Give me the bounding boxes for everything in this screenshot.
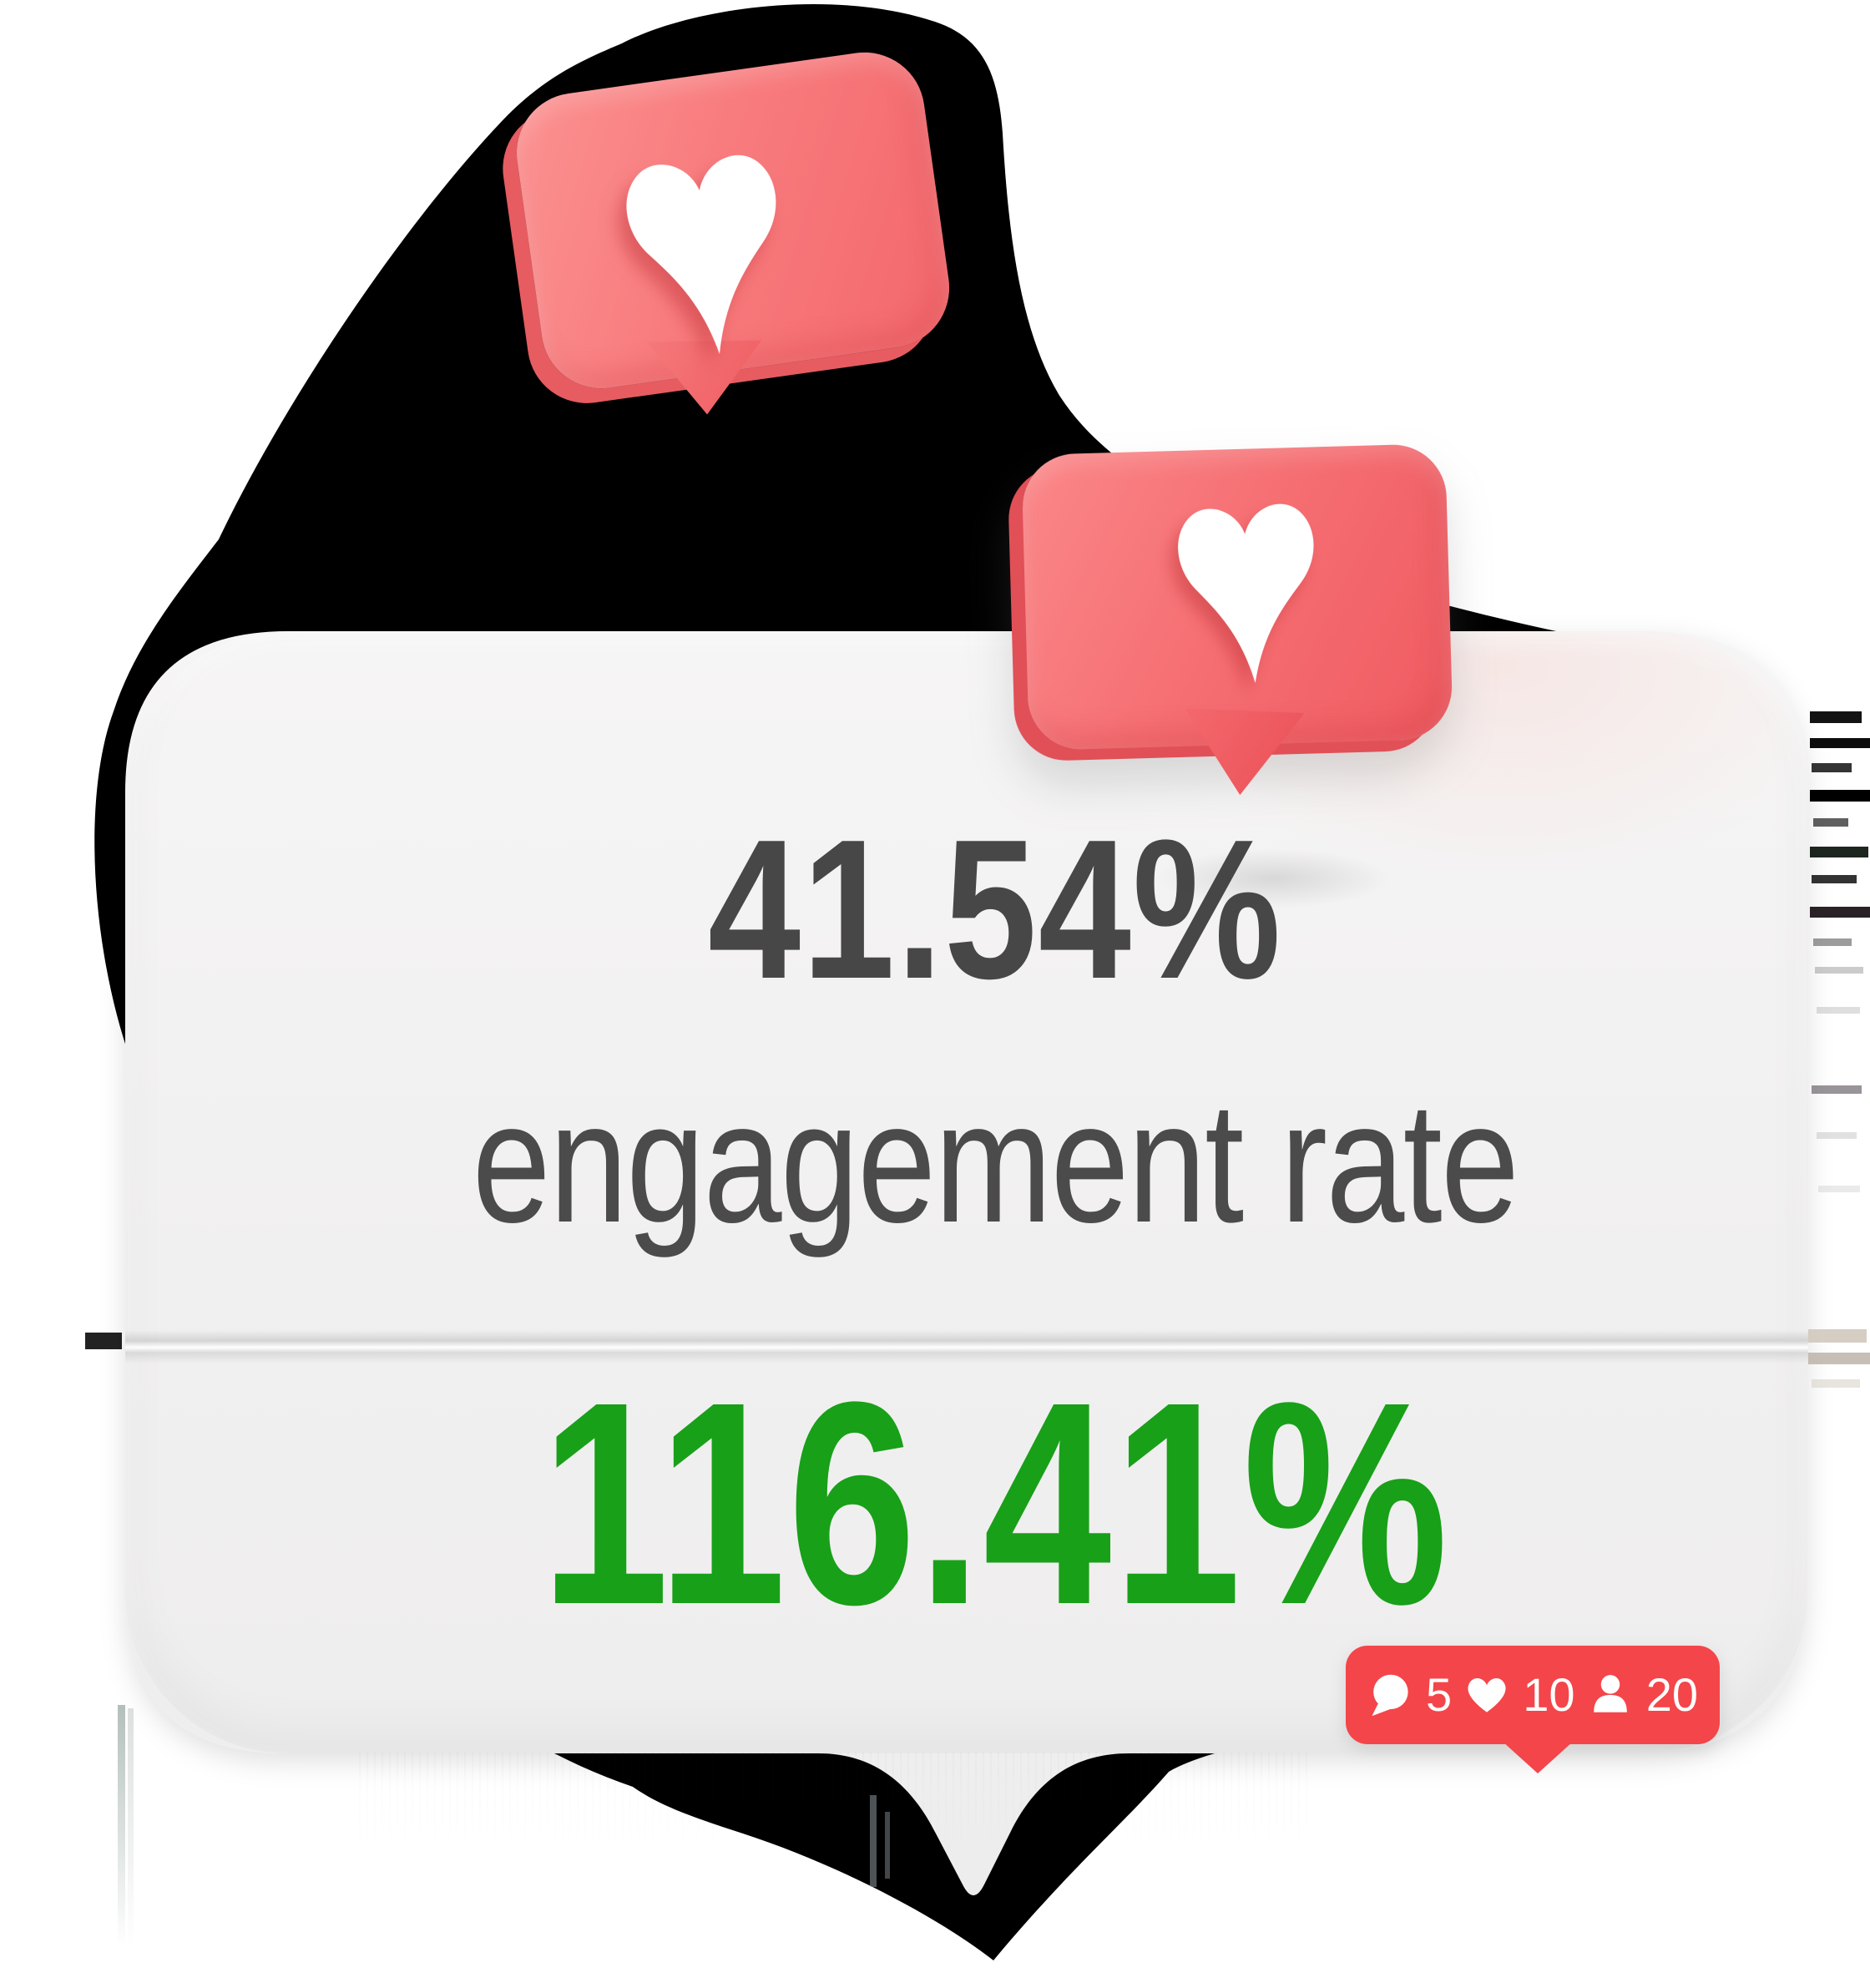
heart-icon xyxy=(1468,1678,1506,1712)
follower-counter: 20 xyxy=(1588,1672,1698,1718)
comment-bubble-icon xyxy=(1372,1674,1408,1717)
engagement-value: 41.54% xyxy=(707,799,1283,1020)
follower-count: 20 xyxy=(1645,1668,1698,1721)
engagement-label: engagement rate xyxy=(472,1066,1519,1258)
person-icon xyxy=(1593,1675,1627,1712)
heart-icon xyxy=(1178,503,1314,684)
growth-value: 116.41% xyxy=(540,1343,1450,1665)
card-divider xyxy=(125,1330,1808,1363)
notification-bar: 5 10 20 xyxy=(1346,1646,1720,1744)
comment-count: 5 xyxy=(1426,1668,1453,1721)
comment-counter: 5 xyxy=(1367,1672,1452,1718)
stat-card xyxy=(125,631,1807,1895)
heart-icon xyxy=(626,154,776,354)
like-bubble-middle-shadow xyxy=(1110,837,1436,920)
like-count: 10 xyxy=(1523,1668,1575,1721)
like-counter: 10 xyxy=(1464,1668,1575,1721)
